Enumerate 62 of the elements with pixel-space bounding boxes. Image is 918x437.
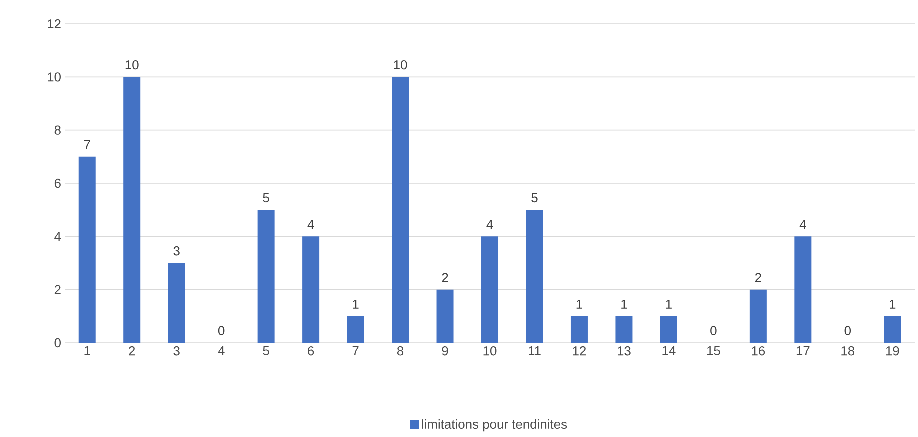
- data-label: 1: [890, 300, 896, 309]
- data-label: 0: [844, 326, 852, 336]
- data-label: 5: [532, 194, 538, 203]
- data-label: 5: [263, 194, 270, 203]
- x-tick-label: 9: [442, 346, 448, 356]
- bar: [884, 316, 902, 344]
- data-label: 1: [622, 300, 628, 309]
- bar: [302, 236, 320, 344]
- x-tick-label: 14: [662, 346, 676, 356]
- x-tick-label: 2: [129, 346, 136, 356]
- data-label: 0: [218, 326, 225, 336]
- bar: [168, 263, 186, 344]
- data-label: 4: [308, 220, 314, 230]
- bar: [526, 210, 544, 344]
- x-tick-label: 12: [573, 346, 586, 356]
- bar: [616, 316, 633, 344]
- x-tick-label: 8: [397, 346, 404, 356]
- data-label: 0: [710, 326, 717, 336]
- x-tick-label: 11: [529, 346, 541, 356]
- y-tick-label: 0: [54, 338, 61, 348]
- x-tick-label: 6: [308, 346, 314, 356]
- y-tick-label: 4: [54, 232, 62, 242]
- x-tick-label: 3: [174, 346, 180, 356]
- bar: [794, 236, 812, 344]
- x-tick-label: 13: [618, 346, 631, 356]
- data-label: 1: [666, 300, 672, 309]
- data-label: 1: [353, 300, 359, 309]
- data-label: 4: [486, 220, 494, 230]
- bar: [347, 316, 364, 344]
- legend-label: limitations pour tendinites: [422, 420, 568, 432]
- x-tick-label: 7: [352, 346, 359, 356]
- data-label: 10: [394, 60, 408, 70]
- x-tick-label: 17: [796, 346, 810, 356]
- y-tick-label: 6: [54, 178, 61, 188]
- y-tick-label: 12: [48, 19, 61, 29]
- data-label: 4: [800, 220, 806, 230]
- bar: [392, 77, 410, 344]
- x-tick-label: 19: [886, 346, 900, 356]
- data-label: 7: [84, 140, 90, 150]
- bar: [750, 290, 767, 344]
- y-tick-label: 10: [48, 72, 61, 82]
- data-label: 3: [174, 246, 180, 256]
- data-label: 2: [442, 273, 448, 282]
- bar: [124, 77, 141, 344]
- x-tick-label: 16: [752, 346, 766, 356]
- x-tick-label: 10: [484, 346, 497, 356]
- bar: [436, 290, 454, 344]
- y-tick-label: 8: [54, 126, 61, 135]
- x-tick-label: 1: [84, 346, 90, 356]
- bar: [570, 316, 588, 344]
- bar: [78, 156, 96, 344]
- x-tick-label: 5: [263, 346, 270, 356]
- bar: [258, 210, 275, 344]
- x-tick-label: 4: [218, 346, 225, 356]
- x-tick-label: 15: [707, 346, 720, 356]
- x-tick-label: 18: [842, 346, 855, 356]
- data-label: 2: [755, 273, 762, 282]
- bar: [482, 236, 499, 344]
- y-tick-label: 2: [54, 285, 61, 294]
- bar: [660, 316, 678, 344]
- data-label: 10: [126, 60, 139, 70]
- data-label: 1: [576, 300, 582, 309]
